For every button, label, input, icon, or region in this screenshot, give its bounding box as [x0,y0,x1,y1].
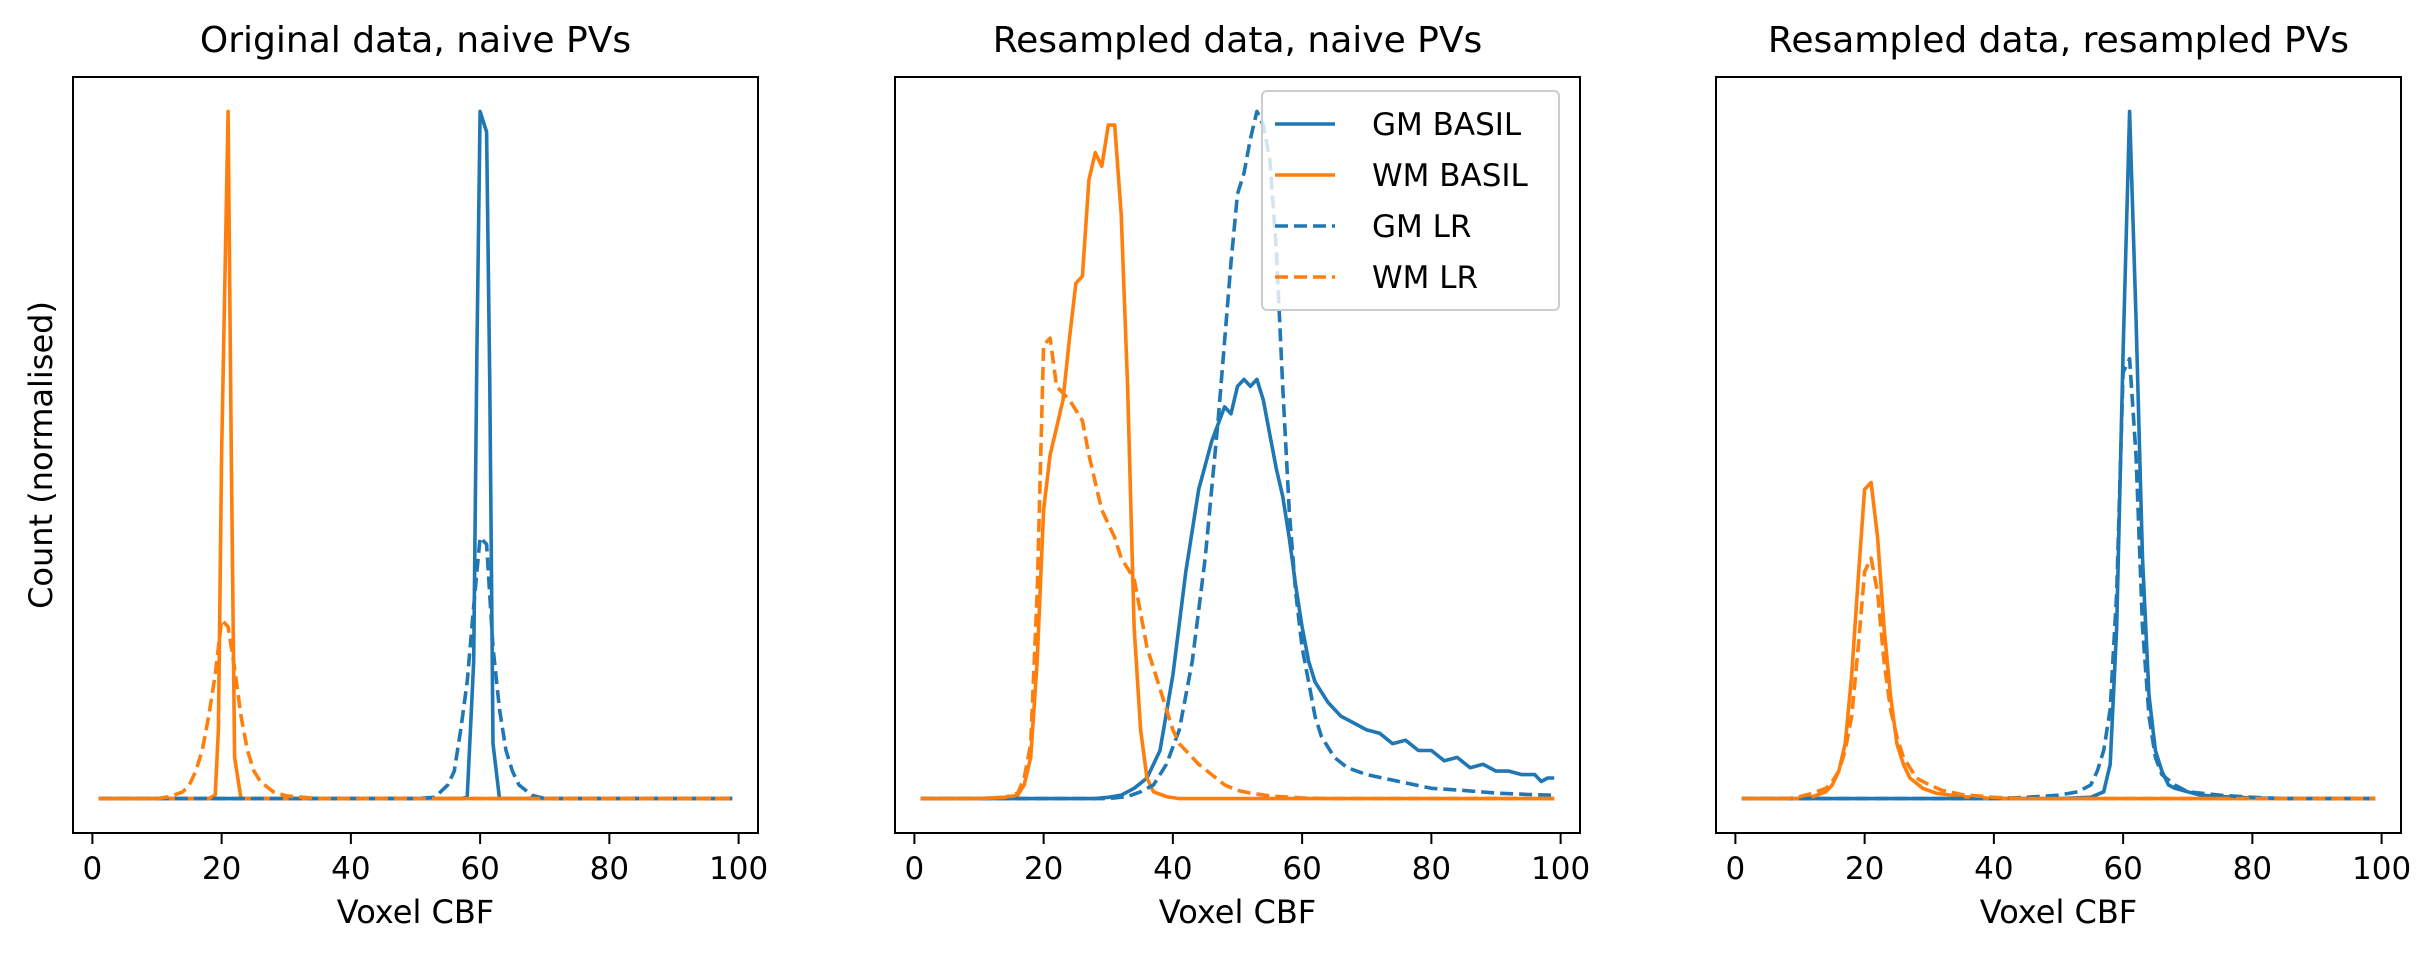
x-tick-label: 80 [2233,851,2272,887]
line-series-2 [98,109,733,801]
line-series-4 [1741,556,2376,801]
x-tick-label: 80 [1412,851,1451,887]
x-tick-label: 80 [590,851,629,887]
line-wm-basil [920,123,1555,801]
x-tick-label: 100 [2352,851,2411,887]
line-series-4 [98,618,733,801]
x-tick-label: 20 [1024,851,1063,887]
x-tick-label: 60 [1282,851,1321,887]
legend-frame [1261,90,1560,311]
line-series-2 [1741,480,2376,801]
subplot-3: 0 20 40 60 80 100 Resampled data, resampled PV… [1715,20,2411,931]
axes-frame [1715,76,2402,834]
legend-label: GM BASIL [1372,107,1522,143]
x-tick-label: 40 [1153,851,1192,887]
x-tick-label: 20 [202,851,241,887]
line-series-1 [98,109,733,801]
x-axis-label: Voxel CBF [337,893,494,931]
x-tick-label: 40 [1974,851,2013,887]
x-tick-label: 0 [83,851,103,887]
x-tick-label: 60 [460,851,499,887]
x-tick-label: 0 [905,851,925,887]
axes-frame [72,76,759,834]
line-gm-basil [920,377,1555,801]
x-tick-label: 0 [1726,851,1746,887]
chart-title: Resampled data, naive PVs [993,20,1483,61]
line-wm-lr [920,336,1555,801]
x-tick-label: 100 [1531,851,1590,887]
legend-label: WM LR [1372,260,1478,296]
line-series-3 [98,535,733,801]
line-series-3 [1741,357,2376,801]
legend: GM BASIL WM BASIL GM LR WM LR [1261,90,1560,311]
legend-label: GM LR [1372,209,1471,245]
x-tick-label: 20 [1845,851,1884,887]
x-axis-label: Voxel CBF [1159,893,1316,931]
subplot-1: 0 20 40 60 80 100 Original data, naive PVs Voxe… [22,20,768,931]
y-axis-label: Count (normalised) [22,301,60,609]
x-tick-label: 100 [709,851,768,887]
axes-frame [894,76,1581,834]
subplot-2: 0 20 40 60 80 100 Resampled data, naive PVs Vox… [894,20,1590,931]
chart-title: Original data, naive PVs [200,20,631,61]
x-tick-label: 60 [2103,851,2142,887]
x-tick-label: 40 [331,851,370,887]
chart-title: Resampled data, resampled PVs [1768,20,2349,61]
line-series-1 [1741,109,2376,801]
x-axis-label: Voxel CBF [1980,893,2137,931]
legend-label: WM BASIL [1372,158,1529,194]
